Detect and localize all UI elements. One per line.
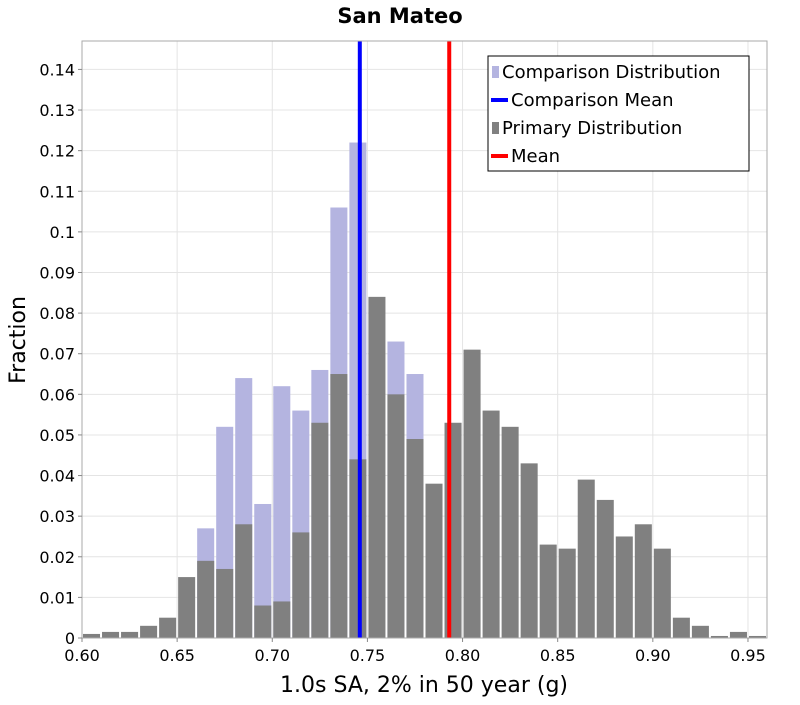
- primary-bar: [330, 374, 348, 638]
- primary-bar: [539, 544, 557, 638]
- y-tick-label: 0.05: [39, 426, 75, 445]
- primary-bar: [197, 560, 215, 638]
- primary-bar: [235, 524, 253, 638]
- x-tick-label: 0.85: [540, 646, 576, 665]
- x-axis-ticks: 0.60 0.65 0.70 0.75 0.80 0.85 0.90 0.95: [64, 638, 766, 665]
- y-tick-label: 0.09: [39, 263, 75, 282]
- legend-swatch: [492, 66, 499, 78]
- legend-entry-label: Mean: [511, 146, 560, 167]
- legend-swatch: [492, 122, 499, 134]
- primary-bar: [216, 568, 234, 638]
- legend-entry-label: Comparison Mean: [511, 90, 674, 111]
- primary-bar: [159, 617, 177, 638]
- primary-bar: [311, 422, 329, 638]
- legend-box: [487, 55, 750, 172]
- y-tick-label: 0.13: [39, 101, 75, 120]
- x-tick-label: 0.95: [730, 646, 766, 665]
- y-tick-label: 0.1: [50, 223, 75, 242]
- x-tick-label: 0.70: [254, 646, 290, 665]
- y-tick-label: 0: [65, 629, 75, 648]
- primary-bar: [672, 617, 690, 638]
- x-tick-label: 0.65: [159, 646, 195, 665]
- y-axis-label: Fraction: [6, 296, 31, 384]
- primary-bar: [558, 548, 576, 638]
- y-axis-ticks: 0 0.01 0.02 0.03 0.04 0.05 0.06 0.07 0.08 0.09 0.1…: [39, 60, 82, 648]
- legend-entry-label: Primary Distribution: [502, 118, 682, 139]
- y-tick-label: 0.04: [39, 467, 75, 486]
- primary-bar: [691, 625, 709, 638]
- primary-bar: [501, 426, 519, 638]
- y-tick-label: 0.14: [39, 60, 75, 79]
- y-tick-label: 0.08: [39, 304, 75, 323]
- primary-bar: [482, 410, 500, 638]
- primary-bar: [444, 422, 462, 638]
- plot-border: [81, 40, 768, 639]
- comparison-bar: [254, 503, 272, 638]
- x-axis-label: 1.0s SA, 2% in 50 year (g): [280, 673, 568, 698]
- primary-bar: [710, 635, 728, 638]
- primary-bar: [425, 483, 443, 638]
- primary-distribution-bars: [83, 296, 766, 638]
- primary-bar: [596, 499, 614, 638]
- x-tick-label: 0.60: [64, 646, 100, 665]
- primary-bar: [83, 633, 101, 638]
- x-tick-label: 0.75: [350, 646, 386, 665]
- x-tick-label: 0.80: [445, 646, 481, 665]
- y-tick-label: 0.03: [39, 507, 75, 526]
- y-tick-label: 0.07: [39, 345, 75, 364]
- primary-bar: [254, 605, 272, 638]
- primary-bar: [292, 532, 310, 638]
- primary-bar: [406, 439, 424, 638]
- primary-bar: [368, 296, 386, 638]
- primary-bar: [615, 536, 633, 638]
- primary-bar: [748, 635, 766, 638]
- y-tick-label: 0.02: [39, 548, 75, 567]
- primary-bar: [729, 631, 747, 638]
- comparison-bar: [273, 386, 291, 638]
- primary-bar: [102, 631, 120, 638]
- legend: Comparison Distribution Comparison Mean Pr…: [487, 55, 750, 172]
- primary-bar: [634, 524, 652, 638]
- legend-entry-label: Comparison Distribution: [502, 62, 721, 83]
- y-tick-label: 0.01: [39, 588, 75, 607]
- primary-bar: [653, 548, 671, 638]
- x-tick-label: 0.90: [635, 646, 671, 665]
- y-tick-label: 0.11: [39, 182, 75, 201]
- primary-bar: [273, 601, 291, 638]
- chart-title: San Mateo: [337, 4, 462, 28]
- primary-bar: [178, 577, 196, 638]
- primary-bar: [463, 349, 481, 638]
- primary-bar: [387, 394, 405, 638]
- mean-lines: [357, 41, 452, 638]
- primary-bar: [121, 631, 139, 638]
- y-tick-label: 0.06: [39, 385, 75, 404]
- primary-bar: [520, 463, 538, 638]
- primary-bar: [140, 625, 158, 638]
- primary-bar: [577, 479, 595, 638]
- y-tick-label: 0.12: [39, 142, 75, 161]
